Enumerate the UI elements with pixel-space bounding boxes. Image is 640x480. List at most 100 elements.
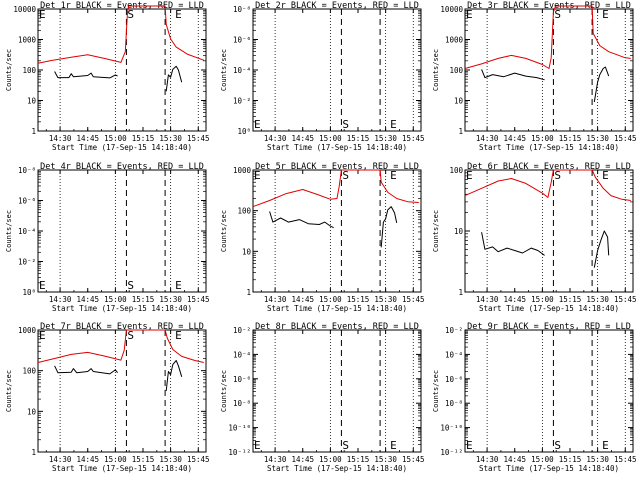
events-series-line (54, 365, 118, 375)
start-marker-label: S (554, 8, 561, 21)
end-marker-label: E (466, 8, 473, 21)
lld-series-line (37, 5, 204, 64)
x-tick-label: 15:30 (374, 134, 397, 143)
start-marker-label: S (127, 329, 134, 342)
y-tick-label: 1 (31, 127, 36, 136)
plot-frame (37, 169, 207, 293)
plot-frame (464, 8, 634, 132)
start-marker-label: S (342, 169, 349, 182)
x-tick-label: 14:45 (291, 455, 314, 464)
panel-title: Det 6r BLACK = Events, RED = LLD (467, 162, 631, 172)
y-tick-label: 10⁻² (18, 258, 36, 267)
x-tick-label: 14:30 (476, 455, 499, 464)
y-tick-label: 10 (27, 97, 37, 106)
x-axis-label: Start Time (17-Sep-15 14:18:40) (479, 304, 619, 313)
events-series-line (54, 71, 118, 79)
end-marker-label: E (602, 439, 609, 452)
x-tick-label: 15:00 (104, 455, 127, 464)
x-tick-label: 15:00 (104, 134, 127, 143)
y-tick-label: 10⁰ (237, 127, 251, 136)
y-tick-label: 10⁻⁸ (18, 166, 36, 175)
x-tick-label: 14:30 (476, 295, 499, 304)
plot-frame (37, 329, 207, 453)
end-marker-label: E (254, 118, 261, 131)
x-axis-label: Start Time (17-Sep-15 14:18:40) (267, 143, 407, 152)
end-marker-label: E (39, 8, 46, 21)
end-marker-label: E (39, 279, 46, 292)
y-tick-label: 10⁻¹⁰ (228, 424, 251, 433)
x-tick-label: 15:45 (402, 295, 425, 304)
detector-panel-8: Det 8r BLACK = Events, RED = LLD 14:30 14:… (220, 322, 425, 473)
y-tick-label: 10 (27, 407, 37, 416)
y-axis-label: Counts/sec (220, 210, 228, 252)
x-tick-label: 14:45 (76, 295, 99, 304)
events-series-line (165, 65, 183, 92)
x-tick-label: 15:30 (586, 295, 609, 304)
x-tick-label: 15:30 (374, 455, 397, 464)
x-tick-label: 15:15 (132, 295, 155, 304)
x-tick-label: 15:00 (319, 295, 342, 304)
x-tick-label: 15:15 (559, 295, 582, 304)
x-axis-label: Start Time (17-Sep-15 14:18:40) (479, 464, 619, 473)
detector-panel-3: Det 3r BLACK = Events, RED = LLD 14:30 14:… (432, 1, 637, 152)
lld-series-line (464, 169, 631, 201)
y-tick-label: 10⁻⁴ (233, 66, 251, 75)
start-marker-label: S (127, 8, 134, 21)
end-marker-label: E (254, 439, 261, 452)
y-tick-label: 10 (454, 227, 464, 236)
y-axis-label: Counts/sec (5, 370, 13, 412)
lld-series-line (252, 169, 419, 208)
x-axis-label: Start Time (17-Sep-15 14:18:40) (52, 143, 192, 152)
detector-panel-2: Det 2r BLACK = Events, RED = LLD 14:30 14:… (220, 1, 425, 152)
y-tick-label: 10 (242, 247, 252, 256)
y-tick-label: 10⁻² (445, 326, 463, 335)
start-marker-label: S (127, 279, 134, 292)
x-tick-label: 15:00 (531, 295, 554, 304)
x-axis-label: Start Time (17-Sep-15 14:18:40) (267, 464, 407, 473)
plot-frame (464, 169, 634, 293)
start-marker-label: S (342, 439, 349, 452)
events-series-line (593, 230, 610, 268)
events-series-line (380, 206, 398, 248)
x-tick-label: 15:45 (614, 455, 637, 464)
x-tick-label: 14:30 (264, 455, 287, 464)
end-marker-label: E (175, 329, 182, 342)
y-tick-label: 10⁻¹⁰ (440, 424, 463, 433)
events-series-line (165, 360, 183, 392)
x-tick-label: 14:45 (503, 455, 526, 464)
x-tick-label: 15:45 (614, 295, 637, 304)
panel-title: Det 2r BLACK = Events, RED = LLD (255, 1, 419, 11)
panel-title: Det 4r BLACK = Events, RED = LLD (40, 162, 204, 172)
x-tick-label: 14:30 (49, 295, 72, 304)
x-tick-label: 14:45 (503, 295, 526, 304)
end-marker-label: E (39, 329, 46, 342)
start-marker-label: S (342, 118, 349, 131)
y-tick-label: 1000 (18, 36, 37, 45)
lld-series-line (464, 5, 631, 69)
x-tick-label: 14:45 (291, 134, 314, 143)
y-axis-label: Counts/sec (5, 49, 13, 91)
y-axis-label: Counts/sec (220, 49, 228, 91)
y-tick-label: 1 (246, 288, 251, 297)
y-axis-label: Counts/sec (220, 370, 228, 412)
x-tick-label: 15:00 (319, 134, 342, 143)
x-tick-label: 15:45 (187, 455, 210, 464)
y-tick-label: 1 (31, 448, 36, 457)
x-tick-label: 15:00 (531, 134, 554, 143)
x-tick-label: 14:30 (264, 295, 287, 304)
x-tick-label: 15:00 (531, 455, 554, 464)
start-marker-label: S (554, 169, 561, 182)
y-tick-label: 1000 (18, 326, 37, 335)
y-axis-label: Counts/sec (5, 210, 13, 252)
end-marker-label: E (175, 8, 182, 21)
start-marker-label: S (554, 439, 561, 452)
x-tick-label: 15:45 (402, 455, 425, 464)
x-axis-label: Start Time (17-Sep-15 14:18:40) (267, 304, 407, 313)
y-tick-label: 1000 (445, 36, 464, 45)
y-tick-label: 10⁻⁶ (18, 197, 36, 206)
panel-title: Det 5r BLACK = Events, RED = LLD (255, 162, 419, 172)
end-marker-label: E (390, 439, 397, 452)
end-marker-label: E (254, 169, 261, 182)
x-tick-label: 15:30 (159, 295, 182, 304)
